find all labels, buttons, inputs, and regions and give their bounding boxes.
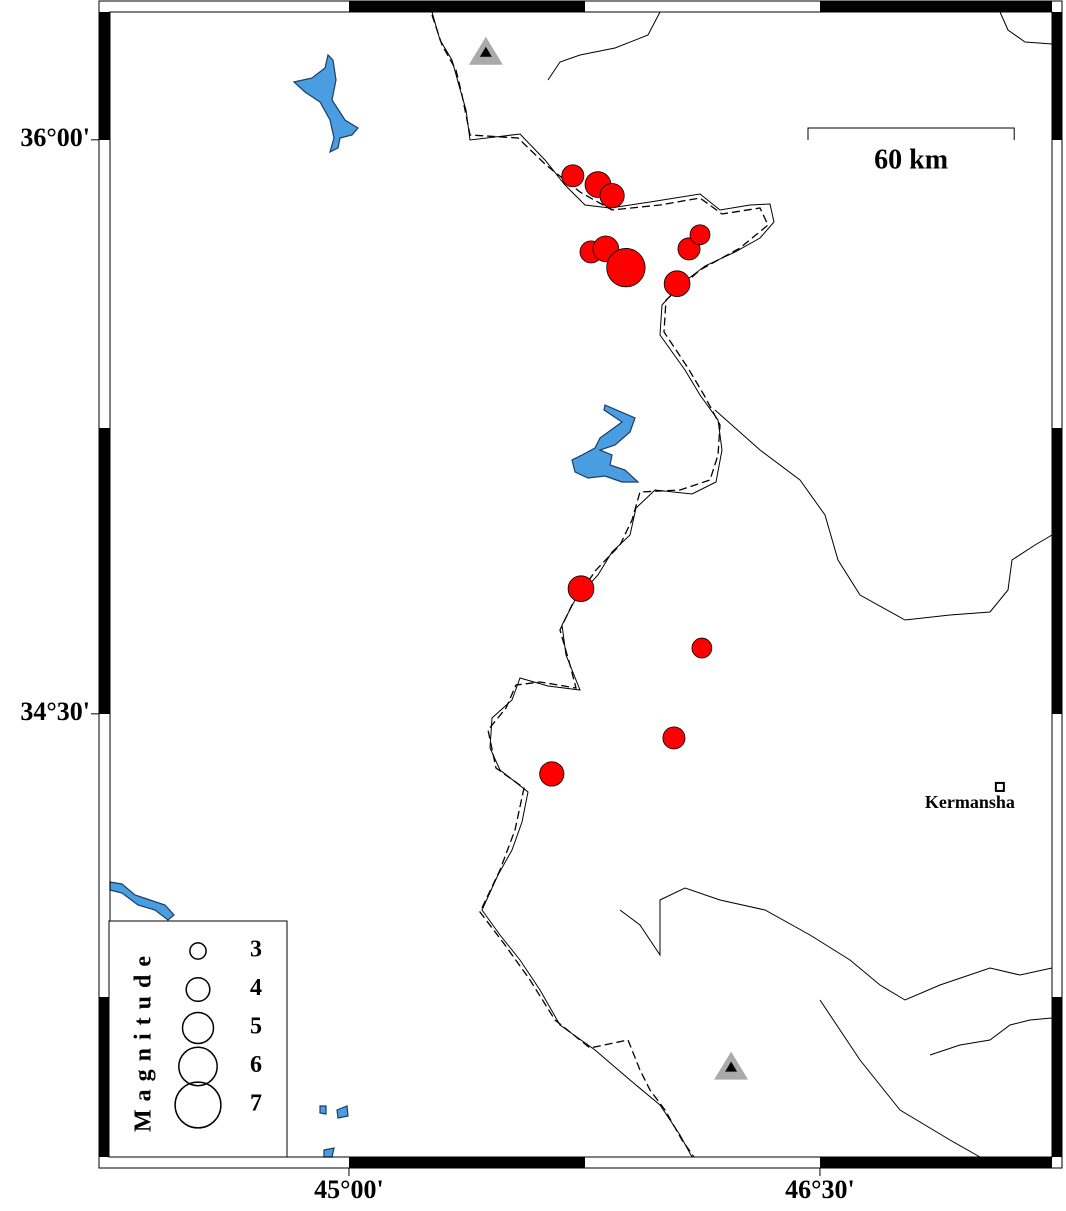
y-tick-label: 34°30' bbox=[20, 697, 90, 726]
earthquake bbox=[691, 637, 713, 659]
earthquake bbox=[606, 248, 646, 288]
station-core bbox=[725, 1061, 738, 1072]
earthquake bbox=[567, 575, 595, 603]
earthquake bbox=[689, 224, 711, 246]
legend-box bbox=[108, 920, 288, 1158]
province-line bbox=[999, 11, 1053, 45]
river bbox=[109, 881, 175, 921]
province-line bbox=[929, 1017, 1053, 1056]
legend-label: 7 bbox=[250, 1091, 262, 1117]
x-tick-label: 45°00' bbox=[314, 1175, 384, 1204]
border-dashed bbox=[431, 14, 769, 1158]
legend-label: 6 bbox=[250, 1052, 262, 1078]
legend-label: 3 bbox=[250, 937, 262, 963]
legend-symbol bbox=[181, 1011, 215, 1045]
x-tick-label: 46°30' bbox=[785, 1175, 855, 1204]
earthquake bbox=[539, 761, 565, 787]
legend-symbol bbox=[174, 1081, 222, 1129]
province-line bbox=[547, 11, 661, 81]
earthquake bbox=[599, 183, 625, 209]
province-line bbox=[619, 887, 1053, 1001]
y-tick-label: 36°00' bbox=[20, 123, 90, 152]
legend-label: 5 bbox=[250, 1014, 262, 1040]
city-label: Kermansha bbox=[925, 792, 1015, 812]
legend-title: Magnitude bbox=[131, 948, 157, 1132]
earthquake bbox=[663, 270, 691, 298]
station-core bbox=[479, 46, 492, 57]
legend-symbol bbox=[185, 976, 211, 1003]
legend-symbol bbox=[178, 1046, 218, 1087]
city-marker bbox=[994, 781, 1005, 792]
earthquake bbox=[662, 726, 686, 750]
province-line bbox=[714, 409, 1053, 621]
legend-symbol bbox=[189, 942, 207, 960]
frame bbox=[98, 0, 1063, 1169]
legend-label: 4 bbox=[250, 975, 262, 1001]
lake bbox=[292, 53, 359, 154]
lake bbox=[571, 404, 640, 483]
scale-bar-label: 60 km bbox=[874, 144, 948, 175]
earthquake bbox=[561, 164, 585, 188]
province-line bbox=[819, 999, 981, 1158]
scale-bar bbox=[807, 127, 1015, 140]
